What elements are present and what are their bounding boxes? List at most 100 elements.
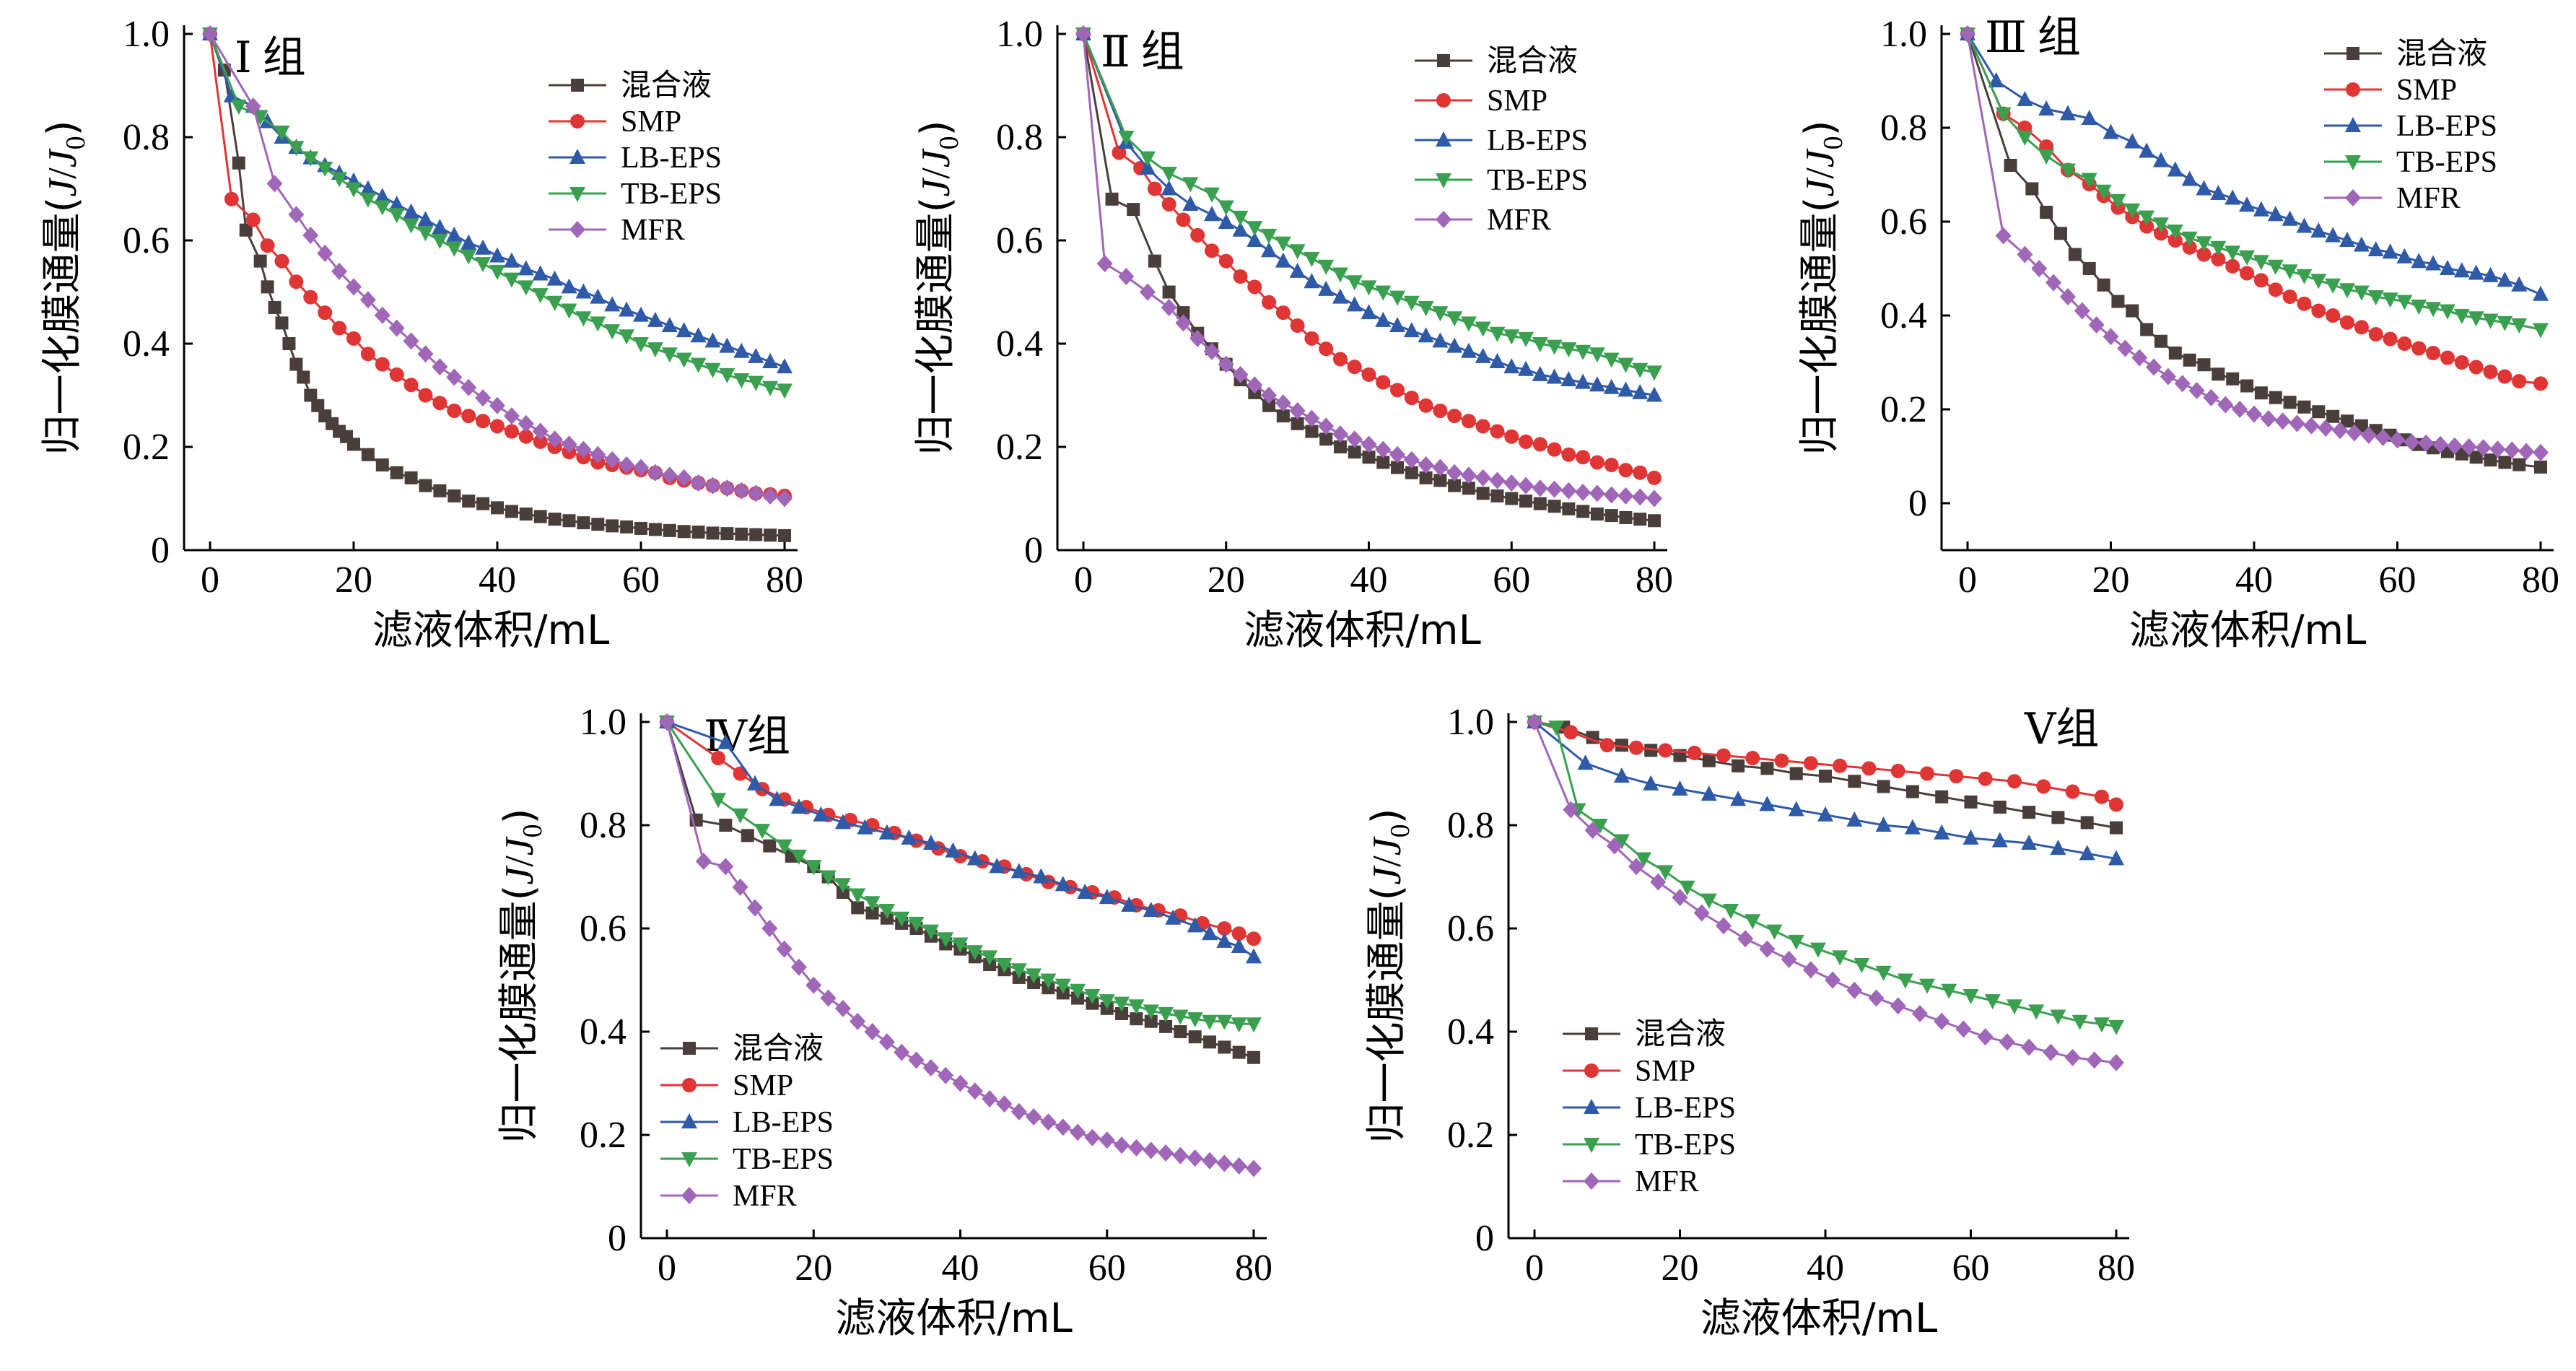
data-point bbox=[1868, 989, 1885, 1007]
data-point bbox=[2212, 367, 2225, 381]
y-tick-label: 0.4 bbox=[580, 1011, 626, 1053]
data-point bbox=[2108, 1053, 2124, 1071]
data-point bbox=[1432, 332, 1449, 348]
y-tick-label: 1.0 bbox=[580, 702, 626, 743]
data-point bbox=[2353, 285, 2370, 301]
data-point bbox=[2071, 1014, 2088, 1030]
y-tick-label: 0.2 bbox=[123, 427, 170, 468]
data-point bbox=[2367, 290, 2384, 305]
data-point bbox=[2160, 367, 2176, 386]
data-point bbox=[446, 241, 463, 257]
data-point bbox=[1319, 432, 1333, 446]
data-point bbox=[1832, 950, 1848, 966]
data-point bbox=[1362, 451, 1376, 464]
x-tick-label: 60 bbox=[1088, 1248, 1126, 1289]
data-point bbox=[590, 288, 606, 304]
x-tick-label: 0 bbox=[1525, 1248, 1544, 1289]
data-point bbox=[460, 234, 477, 250]
data-point bbox=[748, 375, 764, 391]
data-point bbox=[1347, 360, 1362, 375]
data-point bbox=[359, 291, 376, 309]
legend-marker bbox=[571, 79, 584, 92]
series-SMP bbox=[1076, 27, 1662, 485]
data-point bbox=[2360, 426, 2377, 444]
data-point bbox=[619, 329, 635, 345]
data-point bbox=[1389, 316, 1406, 332]
data-point bbox=[604, 451, 621, 469]
data-point bbox=[2210, 240, 2227, 256]
data-point bbox=[2497, 271, 2513, 287]
data-point bbox=[1603, 486, 1620, 504]
data-point bbox=[359, 192, 376, 208]
y-tick-label: 0.4 bbox=[996, 323, 1043, 365]
data-point bbox=[2518, 443, 2535, 461]
data-point bbox=[1391, 461, 1405, 474]
data-point bbox=[1629, 740, 1644, 755]
data-point bbox=[289, 357, 303, 371]
data-point bbox=[1346, 296, 1363, 312]
data-point bbox=[2274, 412, 2291, 430]
series-line bbox=[1082, 33, 1655, 500]
data-point bbox=[762, 487, 779, 505]
data-point bbox=[2038, 100, 2055, 116]
data-point bbox=[2088, 316, 2105, 334]
data-point bbox=[1547, 442, 1562, 457]
data-point bbox=[1647, 470, 1662, 485]
data-point bbox=[663, 523, 676, 537]
data-point bbox=[2297, 400, 2311, 414]
data-point bbox=[1993, 800, 2007, 814]
data-point bbox=[561, 278, 577, 294]
data-point bbox=[1261, 386, 1278, 404]
data-point bbox=[850, 888, 866, 904]
y-tick-label: 0 bbox=[1475, 1218, 1494, 1259]
y-axis-label: 归一化膜通量(J/J0) bbox=[39, 121, 91, 456]
data-point bbox=[1723, 903, 1739, 919]
data-point bbox=[1846, 981, 1863, 999]
data-point bbox=[2282, 290, 2297, 304]
legend-label: LB-EPS bbox=[1635, 1092, 1736, 1125]
data-point bbox=[1203, 1035, 1217, 1049]
data-point bbox=[2453, 262, 2470, 278]
legend-marker bbox=[1584, 1063, 1599, 1078]
data-point bbox=[1319, 341, 1334, 357]
y-tick-label: 0.6 bbox=[1880, 201, 1927, 243]
data-point bbox=[769, 791, 785, 806]
data-point bbox=[2045, 274, 2062, 292]
data-point bbox=[1560, 482, 1577, 500]
data-point bbox=[2109, 797, 2123, 812]
data-point bbox=[1304, 409, 1320, 427]
panel-title: Ⅴ组 bbox=[2024, 705, 2099, 753]
data-point bbox=[1962, 988, 1979, 1004]
data-point bbox=[2224, 245, 2241, 261]
data-point bbox=[2111, 295, 2125, 308]
data-point bbox=[1619, 510, 1633, 524]
data-point bbox=[331, 262, 348, 280]
data-point bbox=[764, 528, 777, 542]
data-point bbox=[1275, 252, 1291, 268]
data-point bbox=[1632, 383, 1649, 399]
legend-marker bbox=[2345, 155, 2361, 170]
data-point bbox=[1318, 417, 1335, 435]
y-axis-label: 归一化膜通量(J/J0) bbox=[912, 121, 964, 456]
data-point bbox=[2389, 431, 2406, 449]
data-point bbox=[2468, 264, 2484, 280]
data-point bbox=[475, 257, 492, 273]
data-point bbox=[894, 911, 910, 927]
data-point bbox=[417, 211, 434, 227]
data-point bbox=[1261, 242, 1278, 258]
data-point bbox=[1613, 767, 1630, 783]
legend-marker bbox=[1584, 1138, 1599, 1153]
x-tick-label: 0 bbox=[1074, 560, 1093, 601]
data-point bbox=[2310, 274, 2327, 290]
data-point bbox=[1788, 934, 1804, 950]
data-point bbox=[922, 835, 939, 850]
data-point bbox=[2203, 388, 2219, 406]
data-point bbox=[1188, 1030, 1202, 1044]
y-tick-label: 0.8 bbox=[1447, 805, 1494, 846]
data-point bbox=[1389, 445, 1406, 463]
y-label-J: J bbox=[1798, 177, 1843, 197]
data-point bbox=[2051, 811, 2065, 824]
legend-label: LB-EPS bbox=[1487, 124, 1588, 157]
